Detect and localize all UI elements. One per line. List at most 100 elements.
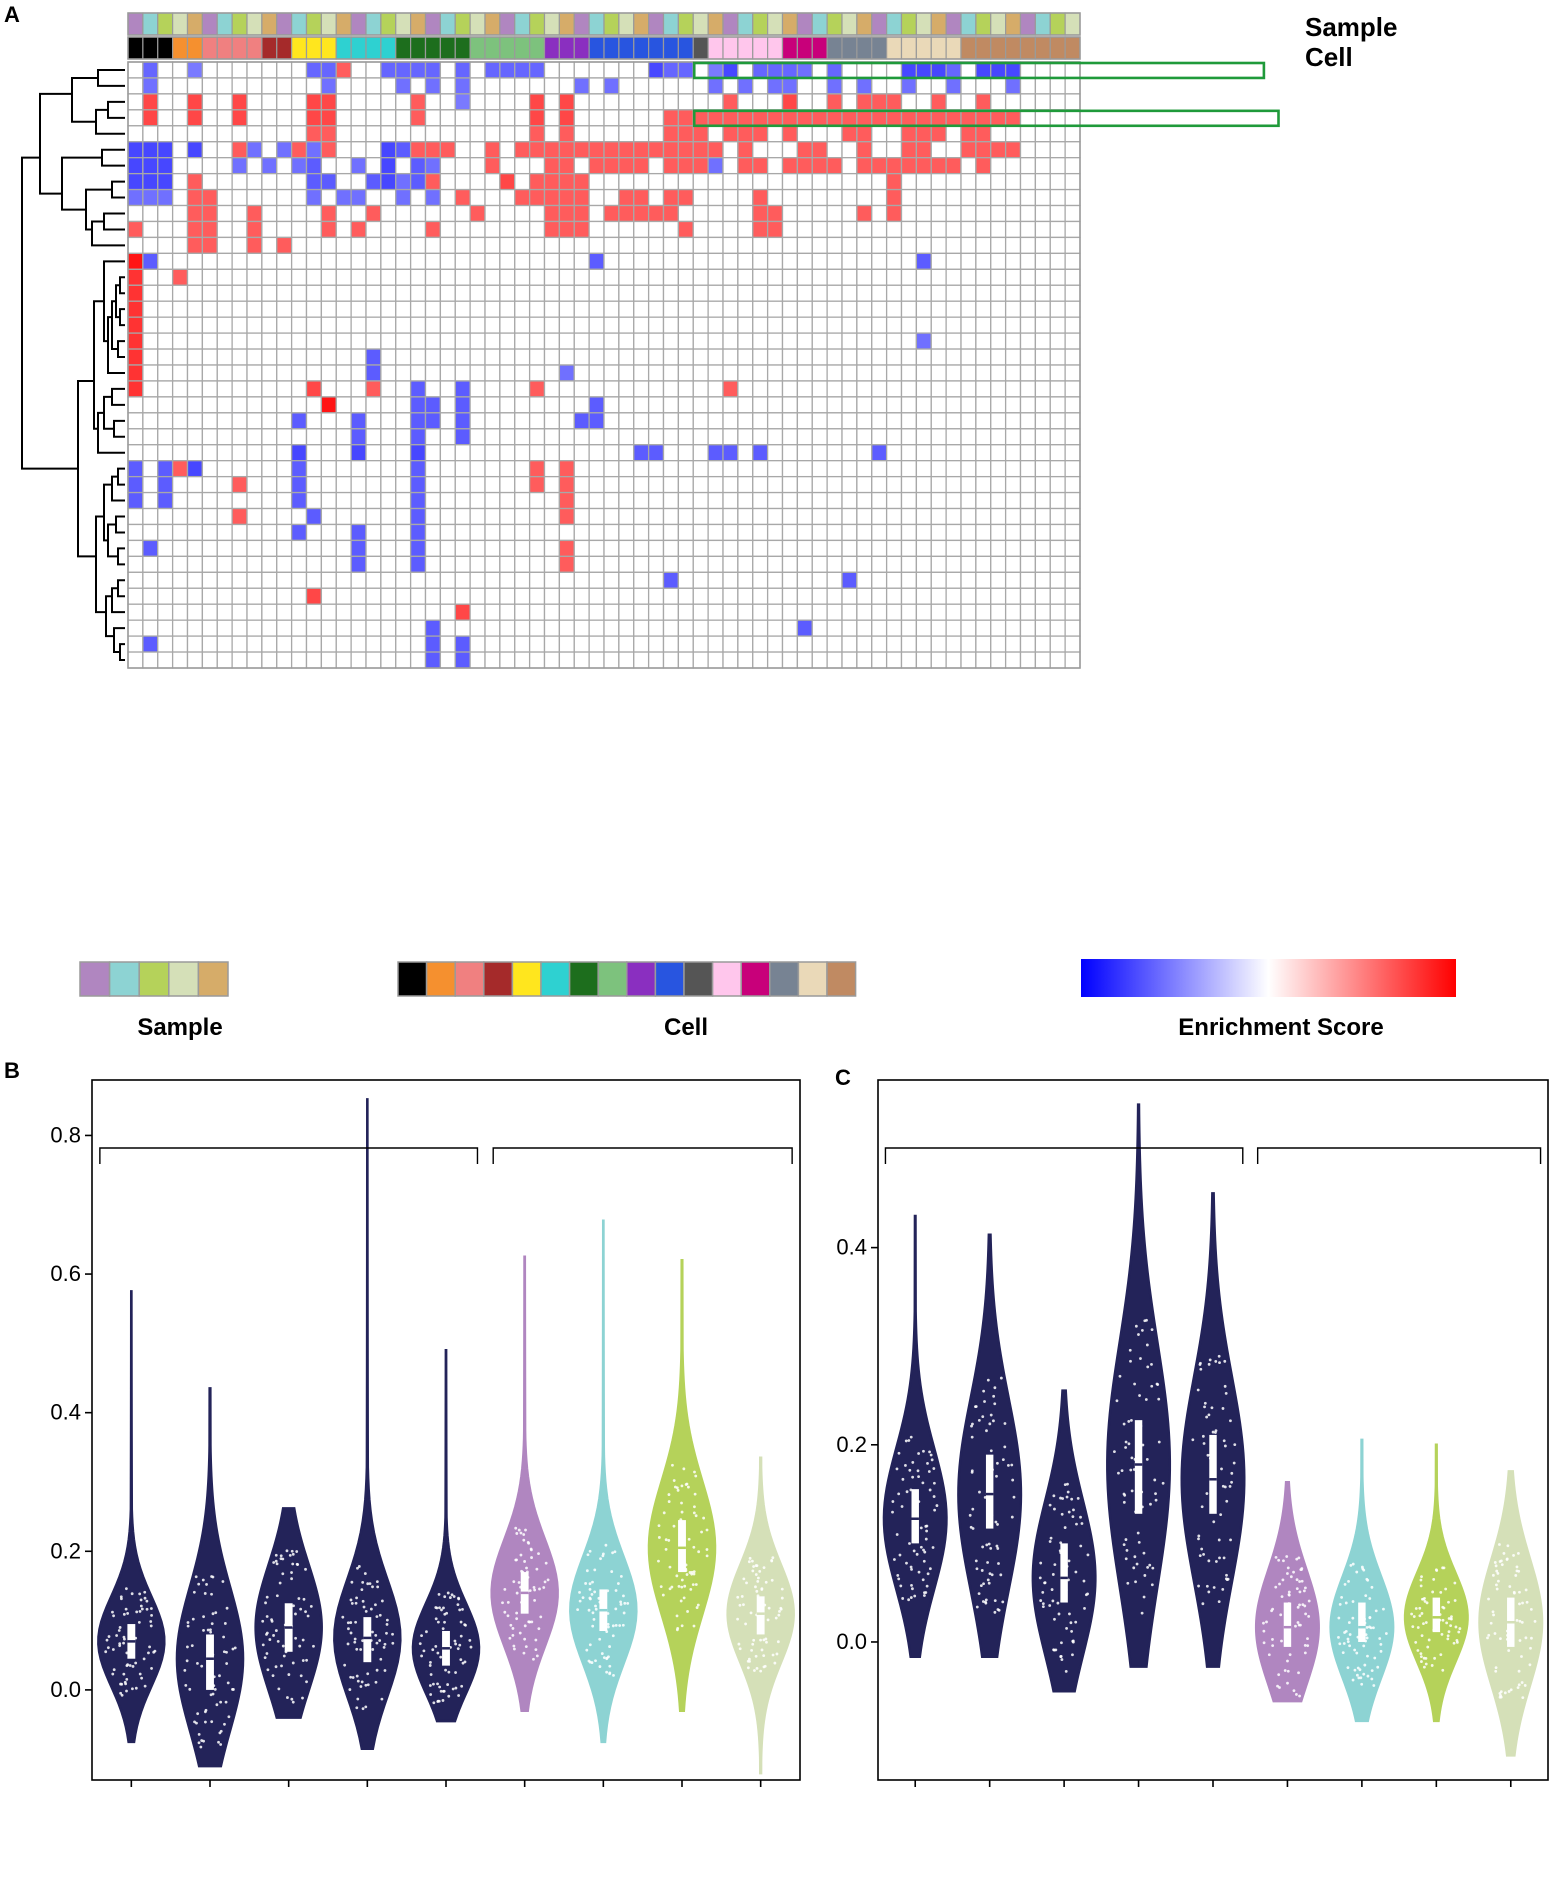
- heatmap-cell: [157, 125, 174, 143]
- data-point: [1445, 1621, 1449, 1625]
- heatmap-cell: [856, 172, 873, 191]
- data-point: [691, 1583, 695, 1586]
- heatmap-cell: [975, 460, 992, 478]
- heatmap-cell: [320, 125, 337, 143]
- heatmap-cell: [157, 587, 174, 605]
- heatmap-cell: [335, 619, 352, 637]
- heatmap-cell: [335, 172, 352, 191]
- data-point: [1281, 1578, 1285, 1582]
- heatmap-cell: [290, 141, 308, 159]
- heatmap-cell: [826, 539, 843, 558]
- heatmap-cell: [1064, 172, 1081, 191]
- heatmap-cell: [647, 220, 665, 239]
- sample-annotation-cell: [588, 12, 605, 36]
- heatmap-cell: [960, 204, 977, 223]
- heatmap-cell: [841, 603, 858, 621]
- heatmap-cell: [618, 157, 635, 175]
- heatmap-cell: [573, 141, 590, 159]
- data-point: [1422, 1622, 1425, 1626]
- data-point: [1041, 1590, 1045, 1594]
- data-point: [1079, 1515, 1082, 1519]
- data-point: [895, 1533, 899, 1536]
- data-point: [145, 1607, 149, 1611]
- data-point: [1528, 1663, 1532, 1667]
- data-point: [742, 1603, 745, 1607]
- data-point: [1298, 1590, 1302, 1594]
- heatmap-cell: [662, 332, 680, 350]
- heatmap-cell: [484, 332, 501, 350]
- heatmap-cell: [276, 77, 293, 95]
- data-point: [891, 1510, 894, 1514]
- heatmap-cell: [454, 507, 471, 526]
- heatmap-cell: [737, 507, 754, 526]
- heatmap-cell: [707, 141, 724, 159]
- heatmap-cell: [856, 141, 873, 159]
- data-point: [587, 1608, 591, 1612]
- cell-annotation-cell: [707, 36, 724, 60]
- data-point: [524, 1528, 527, 1532]
- heatmap-cell: [811, 444, 828, 462]
- data-point: [689, 1588, 693, 1591]
- heatmap-cell: [395, 188, 412, 207]
- data-point: [911, 1461, 915, 1464]
- data-point: [1493, 1561, 1497, 1564]
- heatmap-cell: [647, 635, 665, 653]
- heatmap-cell: [573, 428, 590, 446]
- heatmap-cell: [350, 300, 367, 318]
- data-point: [576, 1608, 580, 1611]
- heatmap-cell: [201, 555, 218, 573]
- heatmap-cell: [900, 475, 918, 494]
- data-point: [268, 1638, 272, 1641]
- data-point: [752, 1638, 756, 1642]
- heatmap-cell: [841, 396, 858, 414]
- heatmap-cell: [186, 475, 204, 494]
- heatmap-cell: [618, 284, 635, 302]
- heatmap-cell: [231, 364, 248, 382]
- sample-annotation-label: Sample: [1305, 12, 1398, 42]
- heatmap-cell: [1019, 172, 1037, 191]
- data-point: [614, 1623, 618, 1627]
- heatmap-cell: [395, 523, 412, 542]
- heatmap-cell: [201, 587, 218, 605]
- heatmap-cell: [618, 539, 635, 558]
- data-point: [1054, 1648, 1058, 1652]
- data-point: [347, 1627, 350, 1631]
- heatmap-cell: [395, 587, 412, 605]
- heatmap-cell: [1034, 380, 1051, 398]
- dendrogram-branch: [119, 643, 125, 662]
- heatmap-cell: [365, 460, 382, 478]
- heatmap-cell: [380, 396, 397, 414]
- data-point: [512, 1644, 516, 1648]
- heatmap-cell: [439, 412, 456, 430]
- data-point: [1006, 1464, 1010, 1467]
- heatmap-cell: [484, 571, 501, 589]
- data-point: [501, 1601, 504, 1605]
- heatmap-cell: [320, 460, 337, 478]
- heatmap-cell: [335, 77, 352, 95]
- data-point: [578, 1599, 582, 1603]
- heatmap-cell: [127, 475, 144, 494]
- data-point: [436, 1620, 440, 1624]
- cell-annotation-cell: [677, 36, 694, 60]
- heatmap-cell: [439, 635, 456, 653]
- sample-annotation-cell: [662, 12, 679, 36]
- data-point: [591, 1580, 594, 1584]
- heatmap-cell: [573, 475, 590, 494]
- heatmap-cell: [618, 460, 635, 478]
- heatmap-cell: [157, 252, 174, 270]
- data-point: [361, 1599, 365, 1603]
- heatmap-cell: [231, 252, 248, 270]
- heatmap-cell: [305, 491, 323, 510]
- heatmap-cell: [692, 412, 709, 430]
- heatmap-cell: [588, 157, 605, 175]
- data-point: [995, 1474, 998, 1478]
- data-point: [1151, 1566, 1155, 1570]
- data-point: [279, 1554, 283, 1558]
- heatmap-cell: [1049, 141, 1066, 159]
- heatmap-cell: [454, 539, 471, 558]
- heatmap-cell: [365, 571, 382, 589]
- heatmap-cell: [841, 619, 858, 637]
- heatmap-cell: [856, 444, 873, 462]
- data-point: [112, 1668, 116, 1672]
- heatmap-cell: [558, 316, 575, 334]
